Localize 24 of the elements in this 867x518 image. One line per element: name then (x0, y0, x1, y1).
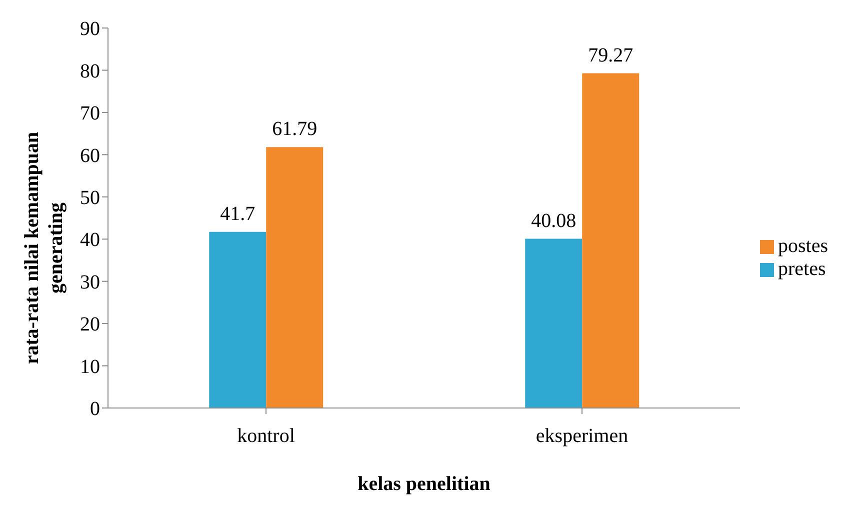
y-tick-label: 40 (80, 229, 100, 252)
y-tick-label: 70 (80, 102, 100, 125)
data-label: 41.7 (220, 202, 256, 225)
y-tick-label: 0 (90, 398, 100, 420)
y-tick-label: 30 (80, 271, 100, 294)
y-axis-title: rata-rata nilai kemampuan generating (21, 132, 67, 364)
bar (582, 73, 640, 408)
y-tick-label: 60 (80, 144, 100, 167)
legend-label: pretes (778, 258, 826, 280)
data-label: 61.79 (272, 118, 318, 140)
y-tick-label: 90 (80, 18, 100, 40)
y-tick-label: 50 (80, 186, 100, 209)
x-tick-label: kontrol (237, 425, 296, 448)
bar (525, 238, 582, 408)
data-label: 79.27 (588, 44, 634, 66)
bar (266, 147, 324, 408)
y-tick-label: 10 (80, 356, 100, 378)
data-label: 40.08 (531, 210, 576, 232)
x-axis-title: kelas penelitian (358, 473, 490, 495)
y-tick-label: 20 (80, 314, 100, 336)
bar (209, 232, 266, 408)
y-tick-label: 80 (80, 60, 100, 82)
x-tick-label: eksperimen (536, 425, 628, 448)
legend-label: postes (778, 235, 828, 257)
